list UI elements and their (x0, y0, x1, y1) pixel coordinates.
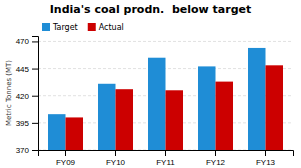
bar (166, 90, 184, 150)
y-tick: 420 (16, 92, 38, 101)
y-tick: 370 (16, 146, 38, 155)
bar (98, 84, 116, 150)
legend-swatch (88, 23, 96, 31)
y-tick-mark (32, 41, 38, 42)
y-tick-mark (32, 150, 38, 151)
x-tick-label: FY11 (156, 158, 175, 167)
x-tick-mark (165, 150, 166, 156)
bar (266, 65, 284, 150)
legend-item: Actual (88, 23, 124, 32)
y-tick-label: 445 (16, 65, 30, 74)
x-tick-mark (65, 150, 66, 156)
title: India's coal prodn. below target (50, 3, 252, 16)
y-tick-label: 470 (16, 37, 30, 46)
chart: 370 395 420 445 470 FY09 FY10 FY11 FY12 FY13 Metri… (0, 0, 301, 168)
legend-item: Target (42, 23, 78, 32)
bar (216, 82, 234, 150)
bar-series (66, 65, 284, 150)
bar-series (48, 48, 266, 150)
legend-label: Actual (99, 23, 124, 32)
x-tick-mark (265, 150, 266, 156)
bar (148, 58, 166, 150)
grid-line (38, 41, 293, 42)
x-tick: FY11 (156, 150, 175, 167)
x-tick: FY13 (256, 150, 276, 167)
y-tick-label: 395 (16, 119, 30, 128)
legend-swatch (42, 23, 50, 31)
x-axis-line (39, 151, 294, 157)
y-axis: 370 395 420 445 470 (16, 37, 39, 156)
x-tick: FY09 (56, 150, 76, 167)
x-tick-label: FY12 (206, 158, 226, 167)
plot: 370 395 420 445 470 FY09 FY10 FY11 FY12 FY13 (16, 37, 294, 168)
y-tick: 470 (16, 37, 38, 46)
bar (66, 117, 84, 150)
y-tick: 445 (16, 65, 38, 74)
x-tick-label: FY13 (256, 158, 276, 167)
y-tick-mark (32, 123, 38, 124)
x-tick: FY12 (206, 150, 226, 167)
x-tick-label: FY09 (56, 158, 76, 167)
y-tick-mark (32, 69, 38, 70)
bar (198, 66, 216, 150)
x-tick-mark (115, 150, 116, 156)
bar (116, 89, 134, 150)
y-tick-label: 420 (16, 92, 30, 101)
y-tick-mark (32, 96, 38, 97)
legend-label: Target (52, 23, 78, 32)
y-tick: 395 (16, 119, 38, 128)
bar (248, 48, 266, 150)
y-axis-line (32, 37, 39, 151)
legend: Target Actual (42, 23, 124, 32)
x-tick: FY10 (106, 150, 126, 167)
y-axis-title: Metric Tonnes (MT) (5, 60, 13, 126)
x-tick-mark (215, 150, 216, 156)
x-tick-label: FY10 (106, 158, 126, 167)
y-tick-label: 370 (16, 146, 30, 155)
bar (48, 114, 66, 150)
x-axis: FY09 FY10 FY11 FY12 FY13 (39, 150, 294, 167)
bars (48, 48, 283, 150)
